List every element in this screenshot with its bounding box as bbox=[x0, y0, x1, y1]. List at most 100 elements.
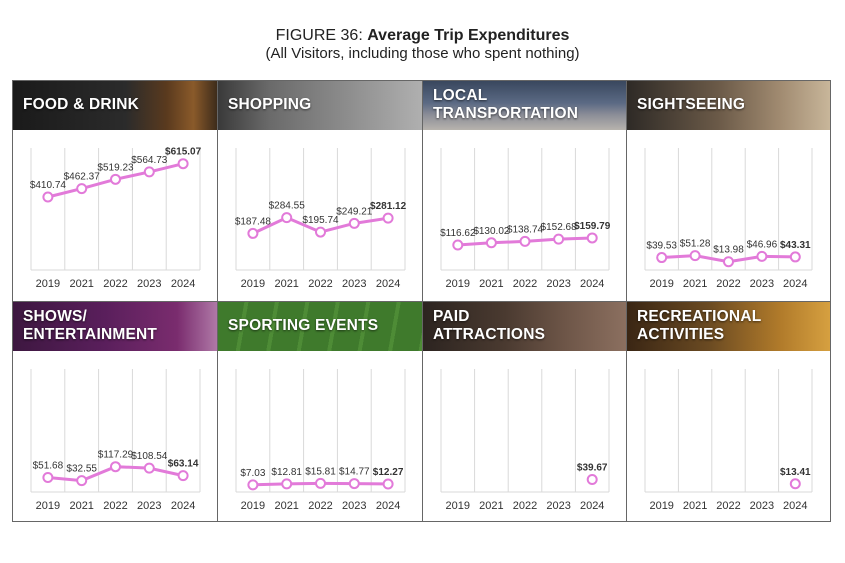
x-tick-label: 2021 bbox=[69, 278, 93, 290]
line-chart: $7.03 $12.81 $15.81 $14.77 $12.27 2019 2021 202… bbox=[235, 369, 406, 512]
x-tick-label: 2019 bbox=[241, 500, 265, 512]
data-label: $187.48 bbox=[235, 216, 272, 227]
category-banner: SPORTING EVENTS bbox=[218, 302, 423, 351]
chart-panel-3: LOCAL TRANSPORTATION $116.62 $130.02 $138.7… bbox=[423, 81, 627, 302]
x-tick-label: 2023 bbox=[342, 278, 366, 290]
data-label: $51.68 bbox=[33, 460, 64, 471]
x-tick-label: 2019 bbox=[241, 278, 265, 290]
x-tick-label: 2024 bbox=[171, 500, 195, 512]
category-title: SHOWS/ ENTERTAINMENT bbox=[23, 308, 158, 343]
data-label: $410.74 bbox=[30, 180, 67, 191]
data-point bbox=[519, 235, 531, 247]
data-point bbox=[143, 166, 155, 178]
data-point bbox=[656, 252, 668, 264]
x-tick-label: 2021 bbox=[274, 500, 298, 512]
data-point bbox=[315, 477, 326, 489]
data-label: $159.79 bbox=[574, 221, 611, 232]
data-point bbox=[42, 191, 54, 203]
data-label: $519.23 bbox=[97, 162, 134, 173]
x-tick-label: 2019 bbox=[446, 500, 470, 512]
line-chart: $51.68 $32.55$117.29$108.54$63.14 2019 2021… bbox=[30, 369, 201, 512]
data-label: $12.81 bbox=[271, 467, 302, 478]
category-banner: RECREATIONAL ACTIVITIES bbox=[627, 302, 830, 351]
category-title: SHOPPING bbox=[228, 96, 312, 113]
figure-subtitle: (All Visitors, including those who spent… bbox=[265, 45, 580, 62]
figure-title: FIGURE 36: Average Trip Expenditures bbox=[0, 26, 845, 45]
x-tick-label: 2022 bbox=[103, 500, 127, 512]
data-point bbox=[247, 479, 259, 491]
data-point bbox=[315, 226, 326, 238]
data-point bbox=[177, 470, 189, 482]
data-label: $13.98 bbox=[713, 245, 744, 256]
data-label: $195.74 bbox=[302, 215, 339, 226]
line-chart: $39.53 $51.28$13.98 $46.96 $43.31 2019 2021 20… bbox=[644, 148, 813, 290]
category-banner: SHOWS/ ENTERTAINMENT bbox=[13, 302, 218, 351]
x-tick-label: 2023 bbox=[546, 278, 570, 290]
chart-panel-2: SHOPPING $187.48 $284.55 $195.74 $249.21 $281… bbox=[218, 81, 423, 302]
chart-panel-7: PAID ATTRACTIONS $39.67 2019 2021 2022 2023 20… bbox=[423, 302, 627, 523]
data-label: $108.54 bbox=[131, 451, 168, 462]
data-point bbox=[452, 239, 464, 251]
x-tick-label: 2024 bbox=[376, 278, 400, 290]
data-label: $462.37 bbox=[64, 172, 101, 183]
line-chart: $187.48 $284.55 $195.74$249.21$281.12 2019 2… bbox=[235, 148, 407, 290]
data-label: $32.55 bbox=[66, 464, 97, 475]
x-tick-label: 2023 bbox=[342, 500, 366, 512]
data-label: $130.02 bbox=[473, 226, 510, 237]
category-title: RECREATIONAL ACTIVITIES bbox=[637, 308, 762, 343]
data-point bbox=[689, 250, 701, 262]
data-label: $15.81 bbox=[305, 466, 336, 477]
row-divider bbox=[13, 301, 830, 302]
x-tick-label: 2022 bbox=[308, 278, 332, 290]
data-point bbox=[42, 471, 54, 483]
data-point bbox=[756, 250, 768, 262]
x-tick-label: 2023 bbox=[546, 500, 570, 512]
chart-grid: FOOD & DRINK $410.74 $462.37 $519.23 $564.73… bbox=[12, 80, 831, 522]
data-point bbox=[110, 173, 121, 185]
category-title: LOCAL TRANSPORTATION bbox=[433, 87, 579, 122]
data-point bbox=[177, 158, 189, 170]
figure-prefix: FIGURE 36: bbox=[275, 27, 368, 44]
x-tick-label: 2022 bbox=[513, 278, 537, 290]
x-tick-label: 2023 bbox=[750, 500, 774, 512]
data-label: $14.77 bbox=[339, 467, 370, 478]
data-label: $281.12 bbox=[370, 201, 407, 212]
data-point bbox=[723, 256, 734, 268]
data-label: $138.74 bbox=[507, 224, 544, 235]
x-tick-label: 2021 bbox=[683, 278, 707, 290]
category-banner: SHOPPING bbox=[218, 81, 423, 130]
x-tick-label: 2024 bbox=[783, 500, 807, 512]
data-point bbox=[789, 251, 801, 263]
data-point bbox=[143, 462, 155, 474]
x-tick-label: 2022 bbox=[103, 278, 127, 290]
x-tick-label: 2023 bbox=[137, 278, 161, 290]
data-point bbox=[586, 232, 598, 244]
line-chart: $410.74$462.37$519.23$564.73$615.07 2019 2… bbox=[30, 147, 202, 290]
x-tick-label: 2021 bbox=[683, 500, 707, 512]
data-label: $615.07 bbox=[165, 147, 202, 158]
data-point bbox=[76, 475, 88, 487]
x-tick-label: 2024 bbox=[580, 278, 604, 290]
data-point bbox=[76, 183, 88, 195]
chart-panel-1: FOOD & DRINK $410.74 $462.37 $519.23 $564.73… bbox=[13, 81, 218, 302]
category-banner: SIGHTSEEING bbox=[627, 81, 830, 130]
data-label: $13.41 bbox=[780, 467, 811, 478]
figure-title-text: Average Trip Expenditures bbox=[367, 27, 570, 44]
data-label: $39.53 bbox=[646, 241, 677, 252]
line-chart: $13.41 2019 2021 2022 2023 2024 bbox=[644, 369, 813, 512]
chart-panel-4: SIGHTSEEING $39.53 $51.28 $13.98 $46.96 $43.3… bbox=[627, 81, 830, 302]
data-point bbox=[110, 461, 121, 473]
chart-panel-5: SHOWS/ ENTERTAINMENT $51.68 $32.55 $117.29 $… bbox=[13, 302, 218, 523]
data-point bbox=[281, 212, 293, 224]
data-point bbox=[281, 478, 293, 490]
category-banner: PAID ATTRACTIONS bbox=[423, 302, 627, 351]
x-tick-label: 2024 bbox=[376, 500, 400, 512]
data-label: $152.68 bbox=[541, 222, 578, 233]
line-chart: $116.62$130.02$138.74$152.68$159.79 2019 2… bbox=[440, 148, 611, 290]
data-label: $46.96 bbox=[747, 239, 778, 250]
x-tick-label: 2022 bbox=[716, 278, 740, 290]
x-tick-label: 2021 bbox=[479, 500, 503, 512]
data-point bbox=[247, 227, 259, 239]
x-tick-label: 2019 bbox=[649, 500, 673, 512]
x-tick-label: 2024 bbox=[783, 278, 807, 290]
